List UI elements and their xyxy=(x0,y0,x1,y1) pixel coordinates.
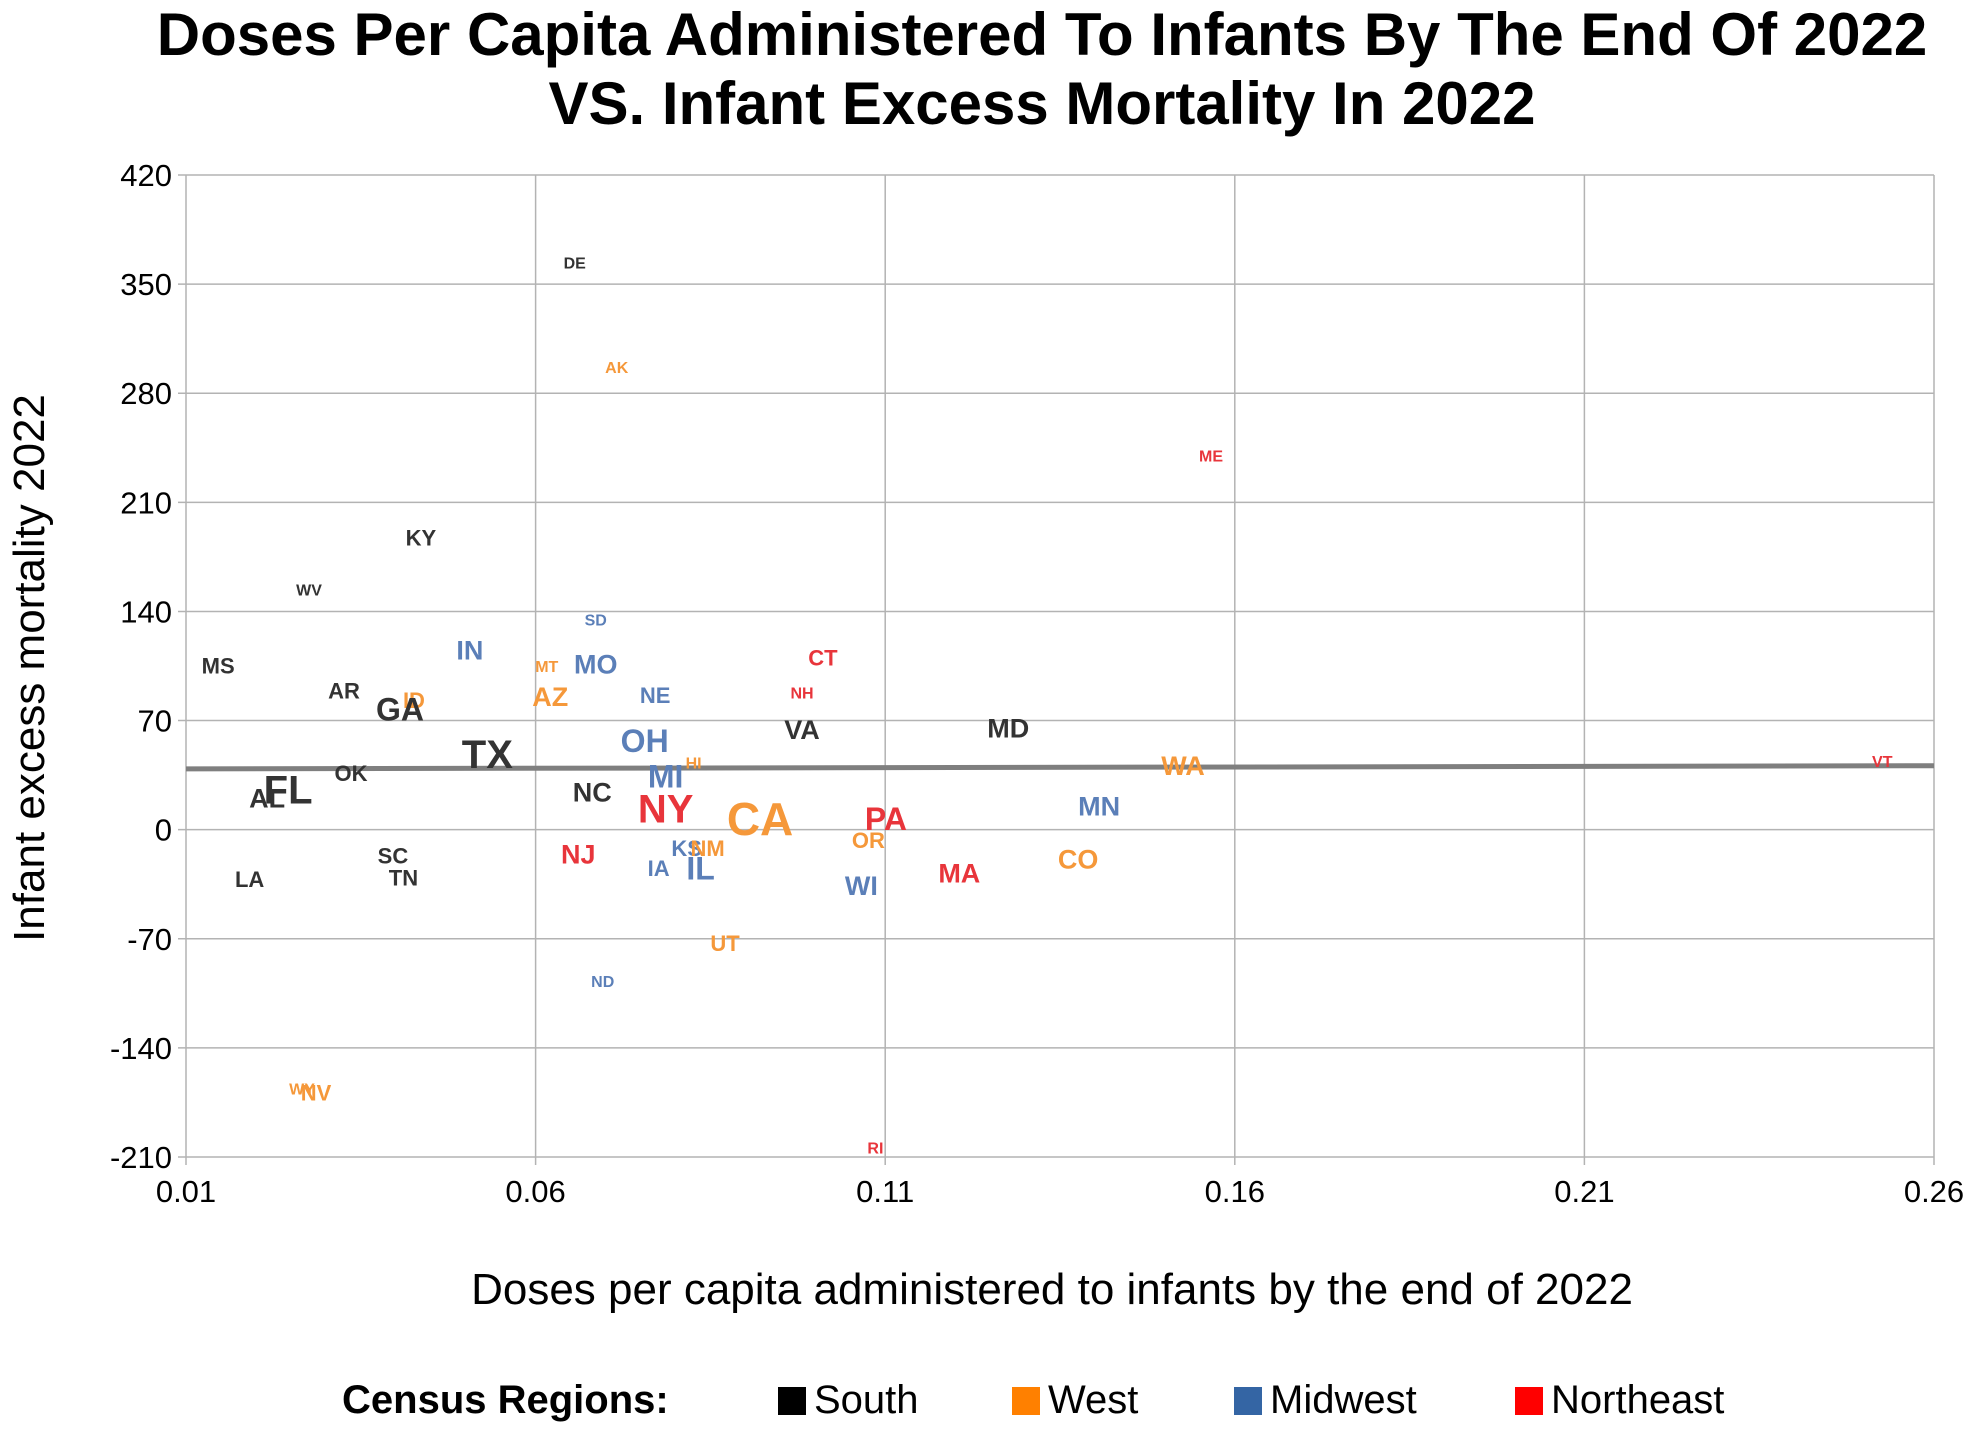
points-layer: DE AK ME KY WV SD IN CT MS MT MO AR NE NH ID AZ GA VA MD OH… xyxy=(202,255,1893,1157)
point-or: OR xyxy=(852,828,885,853)
y-tick-label: -70 xyxy=(127,922,172,957)
point-oh: OH xyxy=(621,723,669,759)
point-wa: WA xyxy=(1161,751,1205,781)
x-tick-label: 0.21 xyxy=(1554,1174,1614,1209)
legend: Census Regions: South West Midwest North… xyxy=(0,1372,1974,1432)
point-ms: MS xyxy=(202,654,235,679)
y-tick-label: 420 xyxy=(120,158,172,193)
point-az: AZ xyxy=(532,682,568,712)
point-tx: TX xyxy=(462,733,513,777)
point-nc: NC xyxy=(573,777,612,807)
point-wv: WV xyxy=(296,583,322,600)
point-wi: WI xyxy=(845,871,878,901)
point-me: ME xyxy=(1199,449,1223,466)
point-wy: WY xyxy=(289,1081,315,1098)
point-tn: TN xyxy=(389,865,418,890)
point-ut: UT xyxy=(710,931,740,956)
point-ne: NE xyxy=(640,683,671,708)
legend-item-south: South xyxy=(778,1378,919,1423)
point-al: AL xyxy=(249,783,285,813)
legend-item-west: West xyxy=(1012,1378,1138,1423)
legend-swatch-northeast xyxy=(1515,1387,1543,1415)
point-sd: SD xyxy=(585,612,607,629)
point-nd: ND xyxy=(591,974,614,991)
y-tick-label: -210 xyxy=(110,1140,172,1175)
point-id: ID xyxy=(403,688,425,713)
point-ct: CT xyxy=(808,646,838,671)
point-nv: NV xyxy=(301,1081,332,1106)
x-tick-label: 0.01 xyxy=(156,1174,216,1209)
point-nj: NJ xyxy=(561,840,596,870)
point-in: IN xyxy=(456,635,483,665)
point-la: LA xyxy=(235,867,264,892)
point-ks: KS xyxy=(671,836,702,861)
point-ri: RI xyxy=(867,1141,883,1158)
point-pa: PA xyxy=(865,801,907,837)
point-co: CO xyxy=(1058,844,1099,874)
x-tick-label: 0.06 xyxy=(505,1174,565,1209)
trendline-layer xyxy=(185,763,1935,772)
point-vt: VT xyxy=(1872,754,1893,771)
chart-title-line-2: VS. Infant Excess Mortality In 2022 xyxy=(548,70,1536,137)
point-ak: AK xyxy=(605,360,629,377)
point-sc: SC xyxy=(378,844,409,869)
legend-label-midwest: Midwest xyxy=(1270,1378,1417,1422)
x-tick-label: 0.16 xyxy=(1205,1174,1265,1209)
axis-layer: -210 -140 -70 0 70 140 210 280 350 420 0.01 0.06 0.1… xyxy=(110,158,1964,1209)
point-nh: NH xyxy=(790,686,813,703)
point-mn: MN xyxy=(1078,791,1120,821)
point-ok: OK xyxy=(335,761,368,786)
point-ca: CA xyxy=(727,793,793,845)
grid-layer xyxy=(178,174,1935,1165)
x-tick-label: 0.26 xyxy=(1904,1174,1964,1209)
legend-label-south: South xyxy=(814,1378,919,1422)
legend-item-northeast: Northeast xyxy=(1515,1378,1724,1423)
y-tick-label: 350 xyxy=(120,267,172,302)
point-md: MD xyxy=(987,713,1029,743)
point-il: IL xyxy=(686,851,714,887)
y-tick-label: 70 xyxy=(138,704,172,739)
point-ky: KY xyxy=(406,526,437,551)
legend-swatch-west xyxy=(1012,1387,1040,1415)
point-hi: HI xyxy=(686,756,702,773)
point-ia: IA xyxy=(648,856,670,881)
legend-item-midwest: Midwest xyxy=(1234,1378,1417,1423)
point-fl: FL xyxy=(264,769,313,813)
point-mt: MT xyxy=(535,659,558,676)
y-tick-label: 0 xyxy=(155,813,172,848)
legend-label-west: West xyxy=(1048,1378,1139,1422)
y-tick-label: -140 xyxy=(110,1031,172,1066)
legend-label-northeast: Northeast xyxy=(1551,1378,1725,1422)
y-tick-label: 280 xyxy=(120,376,172,411)
y-tick-label: 210 xyxy=(120,485,172,520)
y-tick-label: 140 xyxy=(120,594,172,629)
trendline xyxy=(185,763,1935,772)
point-de: DE xyxy=(564,255,587,272)
y-axis-label: Infant excess mortality 2022 xyxy=(5,394,54,942)
point-nm: NM xyxy=(690,836,724,861)
point-ma: MA xyxy=(938,858,980,888)
x-axis-label: Doses per capita administered to infants… xyxy=(471,1265,1633,1314)
point-va: VA xyxy=(784,715,820,745)
point-mo: MO xyxy=(574,649,618,679)
chart-title-line-1: Doses Per Capita Administered To Infants… xyxy=(156,1,1928,68)
legend-swatch-midwest xyxy=(1234,1387,1262,1415)
point-ar: AR xyxy=(328,678,360,703)
legend-title: Census Regions: xyxy=(342,1378,669,1422)
legend-swatch-south xyxy=(778,1387,806,1415)
point-mi: MI xyxy=(648,759,684,795)
point-ga: GA xyxy=(376,692,424,728)
point-ny: NY xyxy=(638,787,694,831)
x-tick-label: 0.11 xyxy=(856,1174,914,1209)
